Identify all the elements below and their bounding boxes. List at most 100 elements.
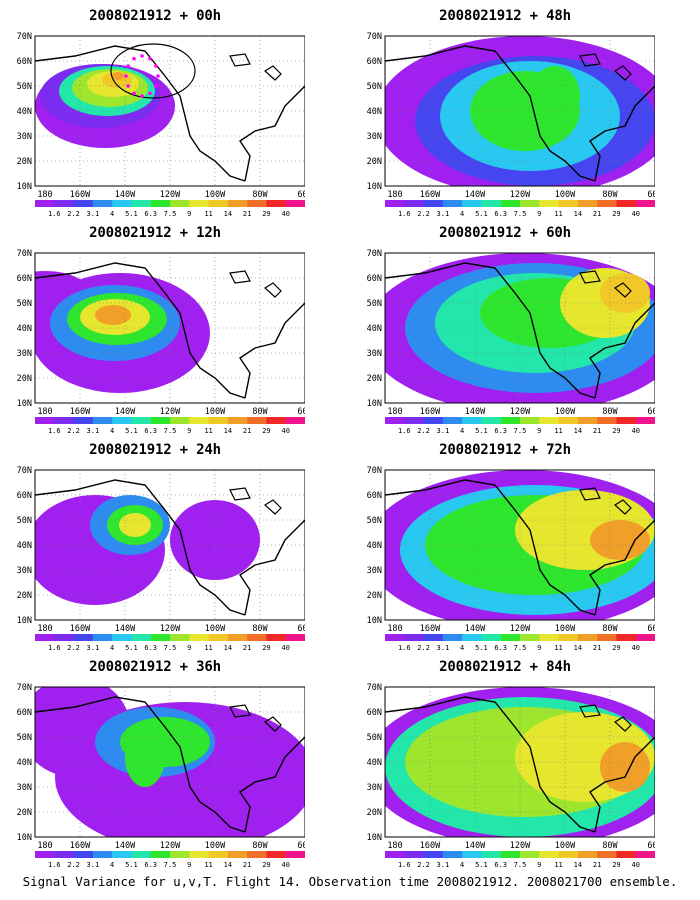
lat-tick-label: 50N bbox=[17, 299, 32, 309]
map-84h: 70N 60N 50N 40N 30N 20N 10N 180 160W 140W 120W 100W… bbox=[355, 679, 655, 849]
colorbar-label: 21 bbox=[243, 210, 251, 218]
lon-tick-label: 60W bbox=[647, 190, 655, 198]
lat-tick-label: 60N bbox=[17, 491, 32, 501]
flight-track-point bbox=[140, 54, 144, 58]
lon-tick-label: 180 bbox=[387, 407, 402, 415]
colorbar-label: 21 bbox=[593, 644, 601, 652]
colorbar-swatch bbox=[227, 851, 248, 858]
colorbar-label: 1.6 bbox=[48, 210, 61, 218]
colorbar-label: 29 bbox=[612, 210, 620, 218]
colorbar-label: 40 bbox=[631, 861, 639, 869]
colorbar-label: 7.5 bbox=[164, 861, 177, 869]
lat-tick-label: 10N bbox=[17, 833, 32, 843]
lon-tick-label: 80W bbox=[602, 624, 618, 632]
lon-tick-label: 80W bbox=[602, 190, 618, 198]
lat-tick-label: 20N bbox=[17, 808, 32, 818]
lon-tick-label: 180 bbox=[387, 841, 402, 849]
colorbar-label: 4 bbox=[460, 427, 464, 435]
colorbar-swatch bbox=[520, 851, 540, 858]
colorbar-label: 11 bbox=[554, 644, 562, 652]
signal-variance-region bbox=[530, 66, 580, 126]
colorbar-label: 4 bbox=[110, 210, 114, 218]
colorbar-label: 1.6 bbox=[398, 861, 411, 869]
lon-tick-label: 100W bbox=[555, 407, 576, 415]
map-72h: 70N 60N 50N 40N 30N 20N 10N 180 160W 140W 120W 100W… bbox=[355, 462, 655, 632]
colorbar-swatch bbox=[92, 200, 113, 207]
colorbar-label: 6.3 bbox=[494, 861, 507, 869]
lat-tick-label: 60N bbox=[367, 708, 382, 718]
colorbar-swatch bbox=[558, 417, 579, 424]
lat-tick-label: 50N bbox=[367, 82, 382, 92]
colorbar-swatch bbox=[112, 851, 132, 858]
panel-24h: 2008021912 + 24h 70N 60N 50N 40N 30N 20N 10N 18… bbox=[5, 442, 306, 652]
colorbar: 1.6 2.2 3.1 4 5.1 6.3 7.5 9 11 14 21 29 40 bbox=[385, 634, 656, 652]
coastline bbox=[385, 696, 655, 833]
colorbar-label: 7.5 bbox=[514, 427, 527, 435]
plot-frame bbox=[384, 686, 655, 838]
signal-variance-region bbox=[600, 273, 650, 313]
lakes-outline bbox=[229, 487, 282, 515]
colorbar-label: 11 bbox=[204, 210, 212, 218]
lon-tick-label: 60W bbox=[297, 407, 305, 415]
colorbar-swatch bbox=[577, 417, 598, 424]
lat-tick-label: 10N bbox=[367, 399, 382, 409]
colorbar-swatch bbox=[442, 417, 463, 424]
colorbar-swatch bbox=[208, 200, 229, 207]
lon-tick-label: 100W bbox=[205, 841, 226, 849]
colorbar-swatch bbox=[150, 851, 171, 858]
signal-variance-region bbox=[95, 305, 131, 325]
lon-tick-label: 80W bbox=[252, 624, 268, 632]
colorbar-label: 2.2 bbox=[417, 210, 430, 218]
colorbar-label: 4 bbox=[110, 427, 114, 435]
flight-track-point bbox=[132, 56, 136, 61]
colorbar-label: 1.6 bbox=[398, 644, 411, 652]
colorbar: 1.6 2.2 3.1 4 5.1 6.3 7.5 9 11 14 21 29 40 bbox=[385, 851, 656, 869]
coastline bbox=[35, 45, 305, 182]
colorbar-swatch bbox=[597, 200, 617, 207]
colorbar-label: 29 bbox=[262, 427, 270, 435]
colorbar-swatch bbox=[227, 417, 248, 424]
flight-track-point bbox=[154, 64, 158, 68]
colorbar-swatch bbox=[227, 634, 248, 641]
flight-track-point bbox=[154, 84, 158, 88]
lon-tick-label: 60W bbox=[297, 841, 305, 849]
lon-tick-label: 120W bbox=[160, 190, 181, 198]
lon-tick-label: 60W bbox=[647, 407, 655, 415]
colorbar-swatch bbox=[266, 200, 287, 207]
colorbar-label: 21 bbox=[593, 861, 601, 869]
panel-12h: 2008021912 + 12h 70N 60N 50N 40N 30N 20N 10N 18… bbox=[5, 225, 306, 435]
colorbar-label: 14 bbox=[574, 644, 582, 652]
plot-frame bbox=[384, 252, 655, 404]
colorbar: 1.6 2.2 3.1 4 5.1 6.3 7.5 9 11 14 21 29 40 bbox=[35, 417, 306, 435]
lat-tick-label: 30N bbox=[367, 566, 382, 576]
colorbar-label: 3.1 bbox=[87, 644, 100, 652]
lat-tick-label: 20N bbox=[367, 808, 382, 818]
colorbar-swatch bbox=[577, 200, 598, 207]
lon-tick-label: 60W bbox=[647, 841, 655, 849]
colorbar-label: 6.3 bbox=[144, 861, 157, 869]
lat-tick-label: 30N bbox=[367, 783, 382, 793]
colorbar-label: 29 bbox=[262, 644, 270, 652]
lon-tick-label: 60W bbox=[297, 190, 305, 198]
colorbar-label: 9 bbox=[187, 427, 191, 435]
colorbar-label: 7.5 bbox=[164, 427, 177, 435]
lakes-outline bbox=[579, 270, 632, 298]
lon-tick-label: 120W bbox=[160, 624, 181, 632]
colorbar-label: 21 bbox=[593, 427, 601, 435]
lakes-outline bbox=[229, 704, 282, 732]
colorbar-swatch bbox=[616, 200, 637, 207]
colorbar-swatch bbox=[616, 851, 637, 858]
lon-tick-label: 80W bbox=[252, 190, 268, 198]
colorbar-label: 29 bbox=[612, 427, 620, 435]
colorbar-swatch bbox=[150, 417, 171, 424]
colorbar-label: 11 bbox=[204, 861, 212, 869]
colorbar-swatch bbox=[500, 200, 521, 207]
colorbar-swatch bbox=[73, 200, 94, 207]
lat-tick-label: 60N bbox=[367, 274, 382, 284]
colorbar-swatch bbox=[170, 200, 190, 207]
colorbar-swatch bbox=[404, 851, 425, 858]
colorbar-swatch bbox=[462, 200, 482, 207]
colorbar-swatch bbox=[500, 417, 521, 424]
colorbar-swatch bbox=[481, 851, 502, 858]
lon-tick-label: 120W bbox=[160, 841, 181, 849]
